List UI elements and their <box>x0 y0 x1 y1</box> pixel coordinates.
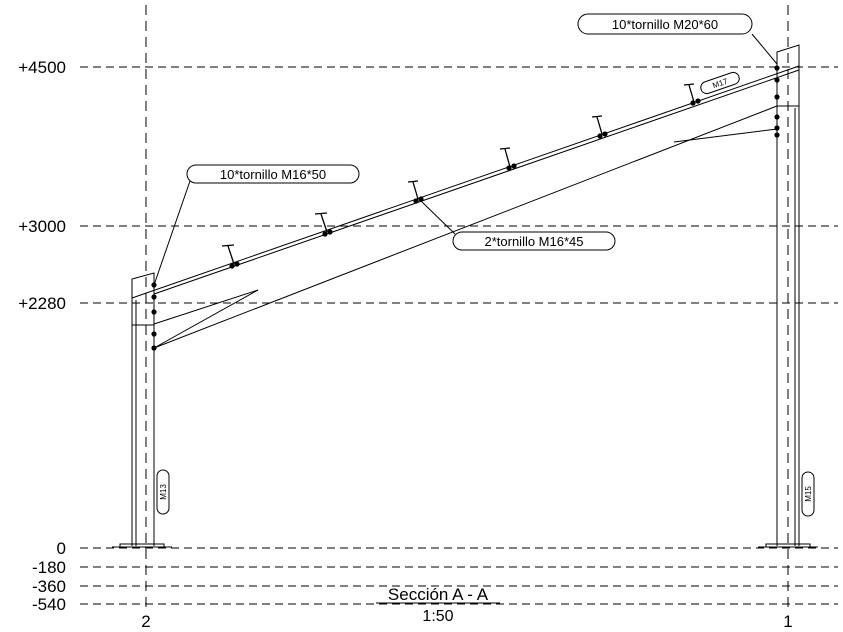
purlin-bolts <box>229 98 701 269</box>
leader-left <box>153 180 191 286</box>
right-column-outline <box>776 44 800 546</box>
tag-box-right-column <box>801 471 815 517</box>
tag-box-rafter <box>700 71 740 95</box>
callout-left-text: 10*tornillo M16*50 <box>220 167 326 182</box>
leader-top-right <box>751 33 778 65</box>
callout-top-right-text: 10*tornillo M20*60 <box>612 17 718 32</box>
callout-box-top-right <box>577 13 753 35</box>
purlin-3 <box>407 180 419 200</box>
callout-box-left <box>186 164 360 184</box>
left-haunch-brace <box>153 289 259 349</box>
grid-label-1: 1 <box>783 612 792 631</box>
purlin-5 <box>591 115 603 135</box>
level-label-m540: -540 <box>32 595 66 614</box>
purlin-1 <box>221 244 235 265</box>
level-label-m180: -180 <box>32 558 66 577</box>
level-label-0: 0 <box>57 539 66 558</box>
grid-label-2: 2 <box>141 612 150 631</box>
purlin-6 <box>683 83 695 103</box>
callout-box-middle <box>452 231 616 251</box>
callout-leaders <box>153 13 778 286</box>
rafter-top-flange <box>131 65 800 299</box>
member-tag-shapes <box>156 71 815 517</box>
right-haunch <box>673 128 778 143</box>
left-column <box>112 272 172 548</box>
section-scale: 1:50 <box>422 608 453 625</box>
left-column-outline <box>131 272 155 546</box>
section-title: Sección A - A <box>388 585 489 604</box>
rafter <box>131 65 800 349</box>
level-label-2280: +2280 <box>18 294 66 313</box>
tag-box-left-column <box>156 469 170 515</box>
level-label-4500: +4500 <box>18 58 66 77</box>
purlin-2 <box>314 212 328 233</box>
left-connection-bolts <box>151 282 157 351</box>
purlins <box>221 83 695 265</box>
level-lines <box>80 66 838 605</box>
purlin-4 <box>499 147 511 168</box>
callout-middle-text: 2*tornillo M16*45 <box>484 234 583 249</box>
level-label-3000: +3000 <box>18 217 66 236</box>
right-connection-bolts <box>774 65 780 138</box>
tag-right-column-text: M15 <box>804 486 813 502</box>
tag-left-column-text: M13 <box>159 484 168 500</box>
level-label-m360: -360 <box>32 577 66 596</box>
leader-middle <box>419 199 456 235</box>
right-column <box>758 44 818 548</box>
rafter-top-flange-inner <box>153 69 800 295</box>
rafter-bottom-chord <box>153 105 778 349</box>
left-haunch <box>153 289 259 325</box>
